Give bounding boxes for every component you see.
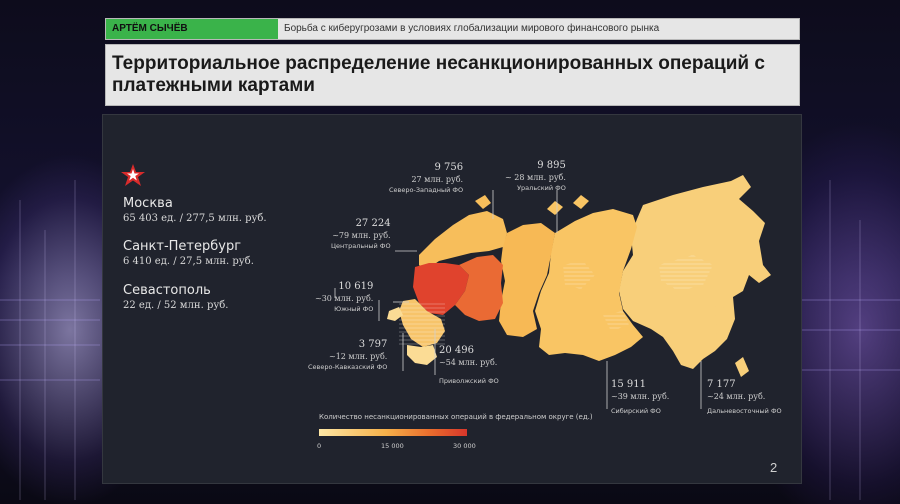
crimea-shape [387, 307, 403, 321]
fareast-label: 7 177 ~24 млн. руб. Дальневосточный ФО [707, 379, 782, 416]
volga-label: 20 496 ~54 млн. руб. Приволжский ФО [439, 345, 499, 386]
northwest-count: 9 756 [434, 162, 464, 173]
legend-title: Количество несанкционированных операций … [319, 413, 593, 421]
south-volume: ~30 млн. руб. [315, 294, 374, 303]
city-stats: 6 410 ед. / 27,5 млн. руб. [123, 256, 254, 267]
siberia-label: 15 911 ~39 млн. руб. Сибирский ФО [611, 379, 669, 416]
city-spb: Санкт-Петербург 6 410 ед. / 27,5 млн. ру… [123, 239, 254, 268]
south-name: Южный ФО [334, 305, 374, 313]
page-number: 2 [770, 460, 778, 475]
ural-district-shape [499, 223, 555, 337]
volga-district-shape [455, 255, 503, 321]
city-stats: 65 403 ед. / 277,5 млн. руб. [123, 213, 267, 224]
star-icon [121, 164, 145, 186]
legend-tick-max: 30 000 [453, 442, 476, 450]
city-sevastopol: Севастополь 22 ед. / 52 млн. руб. [123, 283, 228, 312]
volga-volume: ~54 млн. руб. [439, 358, 498, 367]
south-hatch [399, 301, 445, 347]
siberia-name: Сибирский ФО [611, 407, 661, 415]
ncaucasus-label: 3 797 ~12 млн. руб. Северо-Кавказский ФО [308, 339, 387, 372]
city-moscow: Москва 65 403 ед. / 277,5 млн. руб. [123, 196, 267, 225]
ncaucasus-district-shape [407, 345, 437, 365]
northwest-name: Северо-Западный ФО [389, 186, 464, 194]
central-count: 27 224 [355, 218, 391, 229]
ural-count: 9 895 [537, 160, 566, 171]
legend-color-scale [319, 429, 467, 436]
ural-name: Уральский ФО [517, 184, 566, 192]
south-count: 10 619 [338, 281, 374, 292]
northwest-volume: 27 млн. руб. [411, 175, 464, 184]
slide-title: Территориальное распределение несанкцион… [112, 53, 765, 96]
fareast-name: Дальневосточный ФО [707, 407, 782, 415]
ncaucasus-volume: ~12 млн. руб. [329, 352, 388, 361]
ncaucasus-name: Северо-Кавказский ФО [308, 363, 388, 371]
ural-volume: ~ 28 млн. руб. [505, 173, 566, 182]
fareast-count: 7 177 [707, 379, 736, 390]
map-panel: Москва 65 403 ед. / 277,5 млн. руб. Санк… [102, 114, 802, 484]
central-label: 27 224 ~79 млн. руб. Центральный ФО [331, 218, 391, 251]
siberia-volume: ~39 млн. руб. [611, 392, 670, 401]
northwest-label: 9 756 27 млн. руб. Северо-Западный ФО [389, 162, 463, 195]
city-name: Санкт-Петербург [123, 239, 242, 254]
title-box: Территориальное распределение несанкцион… [105, 44, 800, 106]
city-stats: 22 ед. / 52 млн. руб. [123, 300, 229, 311]
ural-label: 9 895 ~ 28 млн. руб. Уральский ФО [505, 160, 566, 193]
central-name: Центральный ФО [331, 242, 391, 250]
fareast-volume: ~24 млн. руб. [707, 392, 766, 401]
south-label: 10 619 ~30 млн. руб. Южный ФО [315, 281, 373, 314]
author-name: АРТЁМ СЫЧЁВ [106, 19, 278, 39]
siberia-count: 15 911 [611, 379, 646, 390]
legend-tick-min: 0 [317, 442, 322, 450]
volga-count: 20 496 [439, 345, 474, 356]
presentation-subject: Борьба с киберугрозами в условиях глобал… [284, 23, 660, 34]
city-name: Севастополь [123, 283, 211, 298]
ncaucasus-count: 3 797 [358, 339, 388, 350]
central-volume: ~79 млн. руб. [332, 231, 391, 240]
city-name: Москва [123, 196, 173, 211]
russia-map [334, 175, 771, 409]
northwest-district-shape [419, 211, 507, 271]
legend-tick-mid: 15 000 [381, 442, 404, 450]
header-bar: АРТЁМ СЫЧЁВ Борьба с киберугрозами в усл… [105, 18, 800, 40]
volga-name: Приволжский ФО [439, 377, 499, 385]
